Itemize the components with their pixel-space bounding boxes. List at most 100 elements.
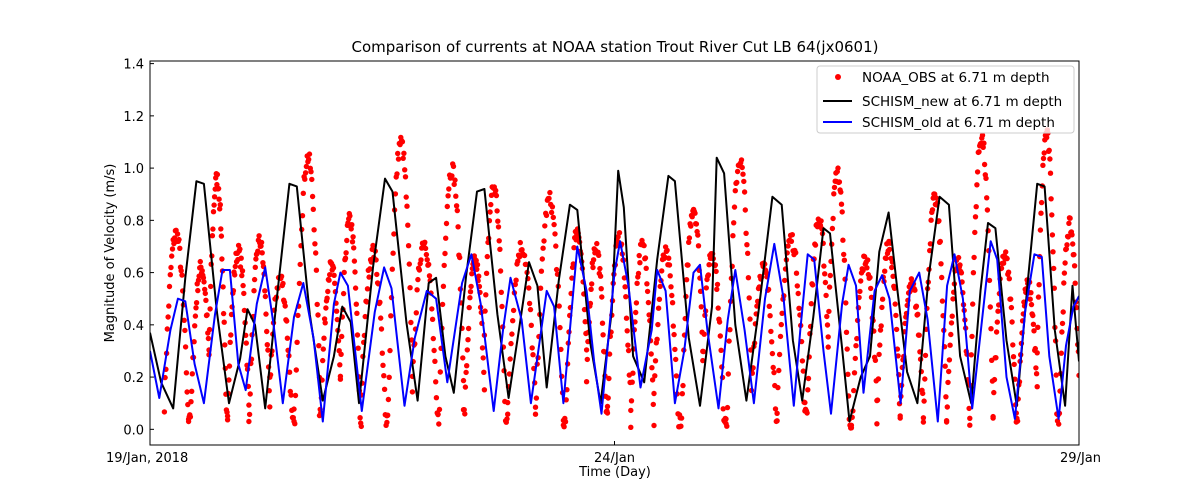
obs-point [879,296,886,302]
x-tick-label: 19/Jan, 2018 [106,451,188,466]
obs-point [789,232,795,238]
obs-point [584,356,590,363]
obs-point [206,326,213,333]
obs-point [299,213,306,219]
obs-point [742,207,748,213]
obs-point [604,403,611,410]
obs-point [322,320,328,326]
obs-point [857,288,863,295]
obs-point [1006,276,1012,282]
series-group [150,127,1079,431]
obs-point [202,286,208,293]
obs-point [897,415,903,421]
obs-point [467,289,474,295]
obs-point [497,246,503,252]
obs-point [542,223,548,229]
obs-point [553,243,559,249]
obs-point [220,284,226,290]
obs-point [436,406,443,413]
obs-point [1063,246,1070,252]
obs-point [679,391,685,397]
obs-point [667,273,673,279]
obs-point [835,165,841,171]
obs-point [526,285,532,291]
obs-point [341,269,347,276]
obs-point [312,241,318,247]
obs-point [769,350,776,357]
obs-point [1041,150,1047,156]
obs-point [347,213,353,219]
obs-point [1000,260,1007,266]
obs-point [509,331,515,337]
obs-point [641,242,647,249]
obs-point [605,395,611,401]
obs-point [652,373,658,379]
obs-point [310,206,316,212]
obs-point [1049,212,1055,218]
obs-point [671,331,677,338]
obs-point [949,313,955,319]
obs-point [634,280,640,286]
obs-point [247,391,253,397]
obs-point [553,266,560,273]
obs-point [724,404,731,411]
obs-point [330,265,337,271]
obs-point [217,206,223,212]
obs-point [912,287,918,293]
obs-point [695,232,701,238]
obs-point [1062,260,1068,266]
obs-point [460,377,467,384]
obs-point [876,351,882,358]
obs-point [1049,232,1056,238]
obs-point [548,209,555,216]
obs-point [325,288,331,295]
obs-point [350,234,356,240]
obs-point [970,270,977,276]
obs-point [637,260,643,266]
obs-point [463,369,469,376]
obs-point [422,245,429,252]
obs-point [541,238,547,244]
obs-point [182,344,189,350]
obs-point [922,352,929,359]
obs-point [669,292,675,299]
obs-point [649,377,656,383]
obs-point [558,346,564,353]
obs-point [469,271,475,277]
obs-point [366,274,372,280]
obs-point [527,306,534,313]
obs-point [256,233,262,239]
obs-point [178,268,184,274]
obs-point [1030,321,1037,327]
obs-point [309,193,316,200]
obs-point [686,235,693,241]
obs-point [219,256,225,262]
obs-point [444,203,450,210]
obs-point [547,189,553,196]
obs-point [972,229,978,236]
obs-point [644,281,650,287]
obs-point [1061,270,1068,276]
obs-point [251,276,258,283]
obs-point [461,407,467,413]
obs-point [726,338,732,344]
obs-point [465,337,471,343]
obs-point [333,308,340,314]
obs-point [228,332,234,338]
obs-point [853,343,859,349]
obs-point [563,397,569,403]
obs-point [893,326,900,333]
obs-point [315,312,321,318]
obs-point [192,323,198,329]
obs-point [984,207,991,213]
obs-point [211,202,217,208]
legend-marker-noaa-obs [835,74,841,80]
obs-point [519,247,525,253]
obs-point [942,363,948,369]
obs-point [370,242,376,249]
obs-point [643,265,649,271]
obs-point [449,173,455,179]
obs-point [741,189,748,195]
obs-point [664,247,670,253]
